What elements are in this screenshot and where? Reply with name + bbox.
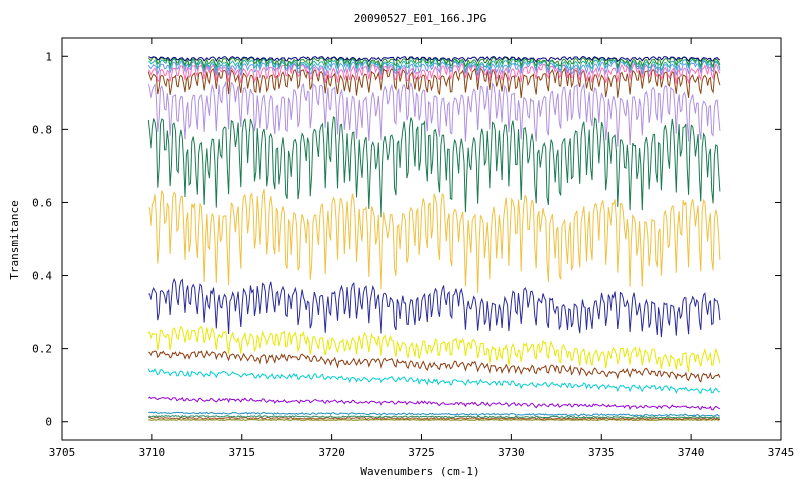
x-tick-label: 3745 — [768, 446, 795, 459]
series-line — [147, 115, 721, 218]
y-tick-label: 0.4 — [32, 270, 52, 283]
series-line — [148, 418, 721, 421]
x-tick-label: 3725 — [408, 446, 435, 459]
series-line — [147, 60, 721, 77]
series-line — [147, 66, 721, 99]
x-ticks: 3705 3710 3715 3720 3725 3730 3735 3740 3745 — [49, 38, 795, 459]
y-tick-label: 1 — [45, 50, 52, 63]
series-line — [148, 189, 721, 294]
x-axis-label: Wavenumbers (cm-1) — [360, 465, 479, 478]
y-tick-label: 0.8 — [32, 123, 52, 136]
y-axis-label: Transmitance — [8, 200, 21, 279]
series-line — [148, 396, 721, 411]
series-line — [148, 277, 721, 338]
series-line — [148, 57, 721, 73]
y-ticks: 0 0.2 0.4 0.6 0.8 1 — [32, 50, 781, 429]
series-line — [147, 62, 721, 84]
series-group — [147, 56, 721, 421]
x-tick-label: 3710 — [139, 446, 166, 459]
x-tick-label: 3715 — [229, 446, 256, 459]
x-tick-label: 3740 — [678, 446, 705, 459]
x-tick-label: 3730 — [498, 446, 525, 459]
x-tick-label: 3720 — [318, 446, 345, 459]
series-line — [147, 349, 721, 383]
y-tick-label: 0.6 — [32, 196, 52, 209]
x-tick-label: 3735 — [588, 446, 615, 459]
series-line — [147, 325, 721, 373]
chart-title: 20090527_E01_166.JPG — [354, 12, 486, 25]
y-tick-label: 0.2 — [32, 343, 52, 356]
series-line — [148, 414, 720, 419]
series-line — [148, 56, 721, 63]
series-line — [148, 416, 720, 421]
series-line — [147, 368, 720, 395]
series-line — [147, 81, 721, 147]
y-tick-label: 0 — [45, 416, 52, 429]
x-tick-label: 3705 — [49, 446, 76, 459]
series-line — [148, 411, 720, 417]
